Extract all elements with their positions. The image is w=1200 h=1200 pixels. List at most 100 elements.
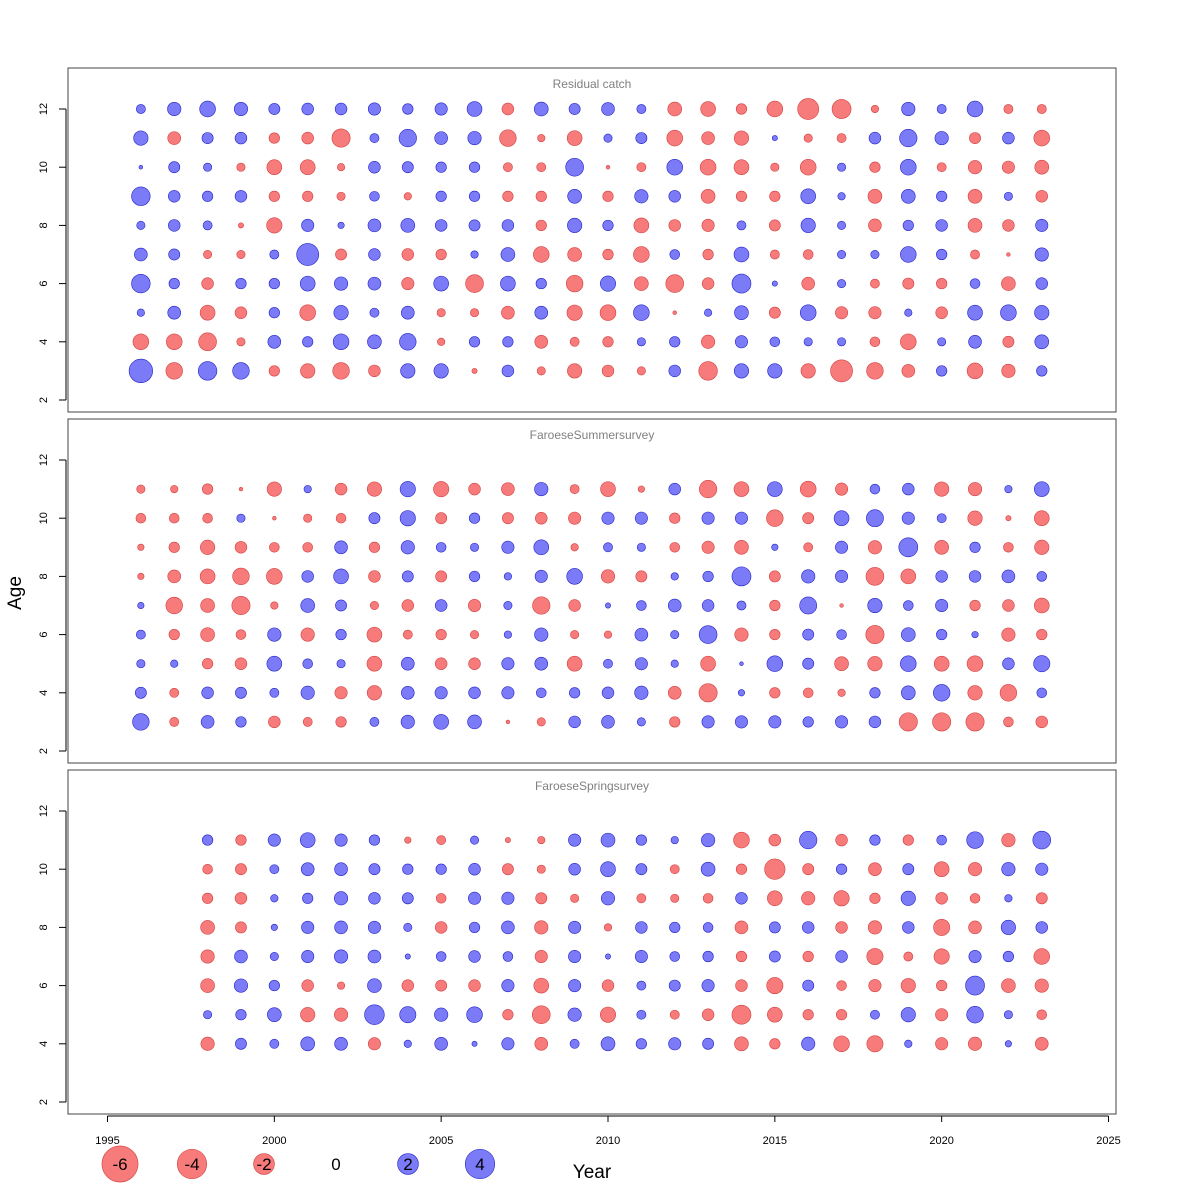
bubble <box>434 1037 448 1051</box>
bubble <box>836 629 847 640</box>
bubble <box>568 833 582 847</box>
bubble <box>203 250 213 259</box>
bubble <box>869 687 881 699</box>
bubble <box>167 101 182 117</box>
bubble <box>268 132 280 144</box>
bubble <box>668 1037 682 1051</box>
bubble <box>764 858 786 880</box>
panel-2: FaroeseSummersurvey 2 4 6 8 10 12 <box>38 418 1117 764</box>
bubble <box>901 189 916 204</box>
bubble <box>168 278 180 290</box>
bubble <box>505 719 511 725</box>
bubble <box>334 686 348 700</box>
bubble <box>368 863 381 876</box>
bubble <box>471 367 478 374</box>
bubble <box>199 568 216 585</box>
bubble <box>900 158 917 176</box>
bubble <box>138 165 144 170</box>
bubble <box>1003 542 1014 553</box>
bubble <box>837 688 846 697</box>
bubble <box>830 359 853 383</box>
bubble <box>366 481 382 497</box>
bubble <box>500 275 516 292</box>
bubble <box>231 596 251 615</box>
bubble <box>533 977 550 994</box>
bubble <box>199 100 216 118</box>
bubble <box>636 337 646 347</box>
bubble <box>1033 948 1050 965</box>
bubble <box>1033 655 1051 673</box>
bubble <box>901 511 915 525</box>
bubble <box>303 485 312 494</box>
bubble <box>131 273 151 294</box>
x-tick-label: 2005 <box>429 1135 453 1147</box>
bubble <box>502 1009 514 1021</box>
bubble <box>669 921 681 933</box>
bubble <box>300 363 316 379</box>
bubble <box>166 333 183 351</box>
bubble <box>401 248 414 261</box>
bubble <box>238 486 244 492</box>
bubble <box>334 862 348 876</box>
bubble <box>137 543 145 551</box>
bubble <box>335 248 347 261</box>
bubble <box>1034 247 1049 262</box>
bubble <box>234 131 248 145</box>
bubble <box>867 920 882 935</box>
bubble <box>666 158 683 176</box>
bubble <box>333 568 349 585</box>
bubble <box>868 218 882 233</box>
bubble <box>236 250 246 259</box>
bubble <box>936 365 948 377</box>
bubble <box>467 131 482 146</box>
bubble <box>1001 862 1016 877</box>
bubble <box>1034 539 1050 555</box>
bubble <box>968 482 983 497</box>
bubble <box>899 129 918 148</box>
y-axis: 2 4 6 8 10 12 <box>38 805 67 1105</box>
panel-frame <box>67 418 1117 764</box>
bubble <box>635 1038 647 1050</box>
panel-frame <box>67 769 1117 1115</box>
bubble <box>1002 657 1015 670</box>
bubble <box>768 306 781 319</box>
bubble <box>235 1037 247 1050</box>
bubble <box>269 952 279 961</box>
bubble <box>797 98 820 120</box>
bubble <box>736 600 747 611</box>
bubble <box>870 1009 880 1020</box>
bubble <box>601 686 615 699</box>
bubble <box>468 891 482 905</box>
bubble <box>835 482 849 496</box>
bubble <box>731 566 752 587</box>
bubble <box>733 481 750 497</box>
bubble <box>368 364 381 378</box>
bubble <box>434 921 448 934</box>
bubble <box>502 512 514 525</box>
bubble <box>769 687 781 699</box>
bubble <box>134 686 147 699</box>
bubble <box>132 713 150 731</box>
bubble <box>698 625 718 644</box>
bubble <box>767 363 783 379</box>
bubble <box>137 572 145 580</box>
bubble <box>902 277 915 290</box>
legend-bubble <box>101 1145 139 1183</box>
bubble <box>1003 1010 1013 1020</box>
y-tick-label: 2 <box>38 1099 50 1105</box>
bubble <box>367 920 381 934</box>
bubble <box>868 862 882 876</box>
bubble <box>968 950 982 963</box>
panels-group: Residual catch24681012FaroeseSummersurve… <box>38 67 1117 1115</box>
bubble <box>800 363 816 379</box>
bubble <box>966 362 984 380</box>
bubble <box>700 655 716 672</box>
bubble <box>1001 978 1016 993</box>
bubble <box>336 191 346 201</box>
bubble <box>536 864 546 874</box>
bubble <box>866 509 884 528</box>
bubble <box>299 304 316 321</box>
bubble <box>669 716 681 728</box>
bubble <box>1001 276 1016 291</box>
